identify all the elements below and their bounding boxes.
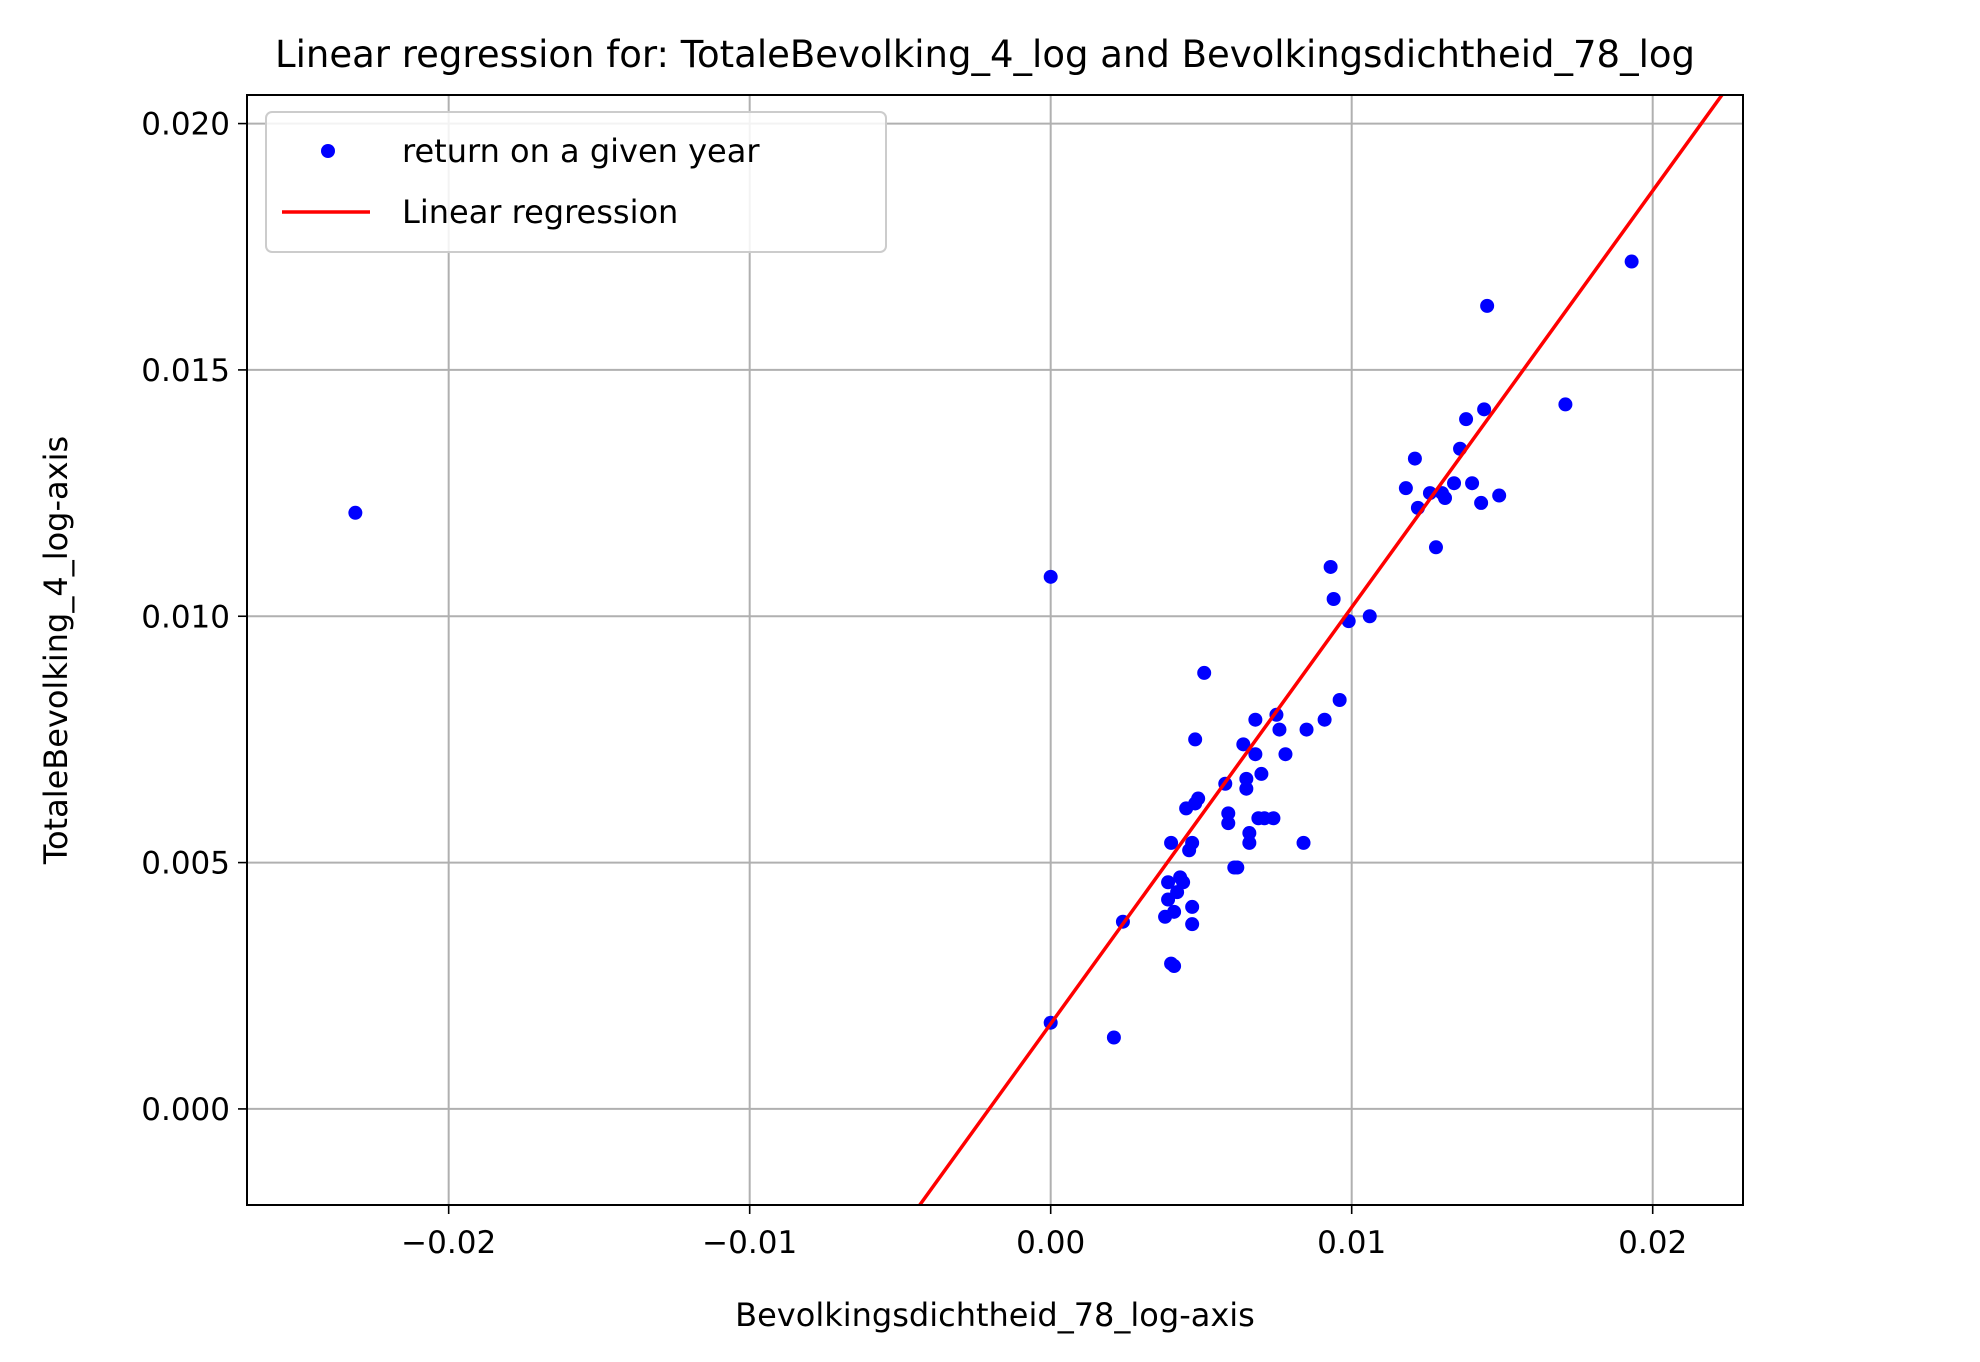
scatter-point	[1317, 712, 1332, 727]
scatter-point	[1480, 298, 1495, 313]
scatter-point	[1332, 693, 1347, 708]
x-axis: −0.02 −0.01 0.00 0.01 0.02	[401, 1205, 1687, 1261]
scatter-point	[1221, 816, 1236, 831]
scatter-point	[1167, 904, 1182, 919]
scatter-point	[1230, 860, 1245, 875]
x-tick-label: 0.00	[1016, 1225, 1085, 1261]
scatter-point	[1278, 747, 1293, 762]
scatter-point	[1398, 481, 1413, 496]
scatter-point	[1272, 722, 1287, 737]
y-tick-label: 0.015	[141, 353, 230, 389]
chart-title: Linear regression for: TotaleBevolking_4…	[275, 33, 1695, 76]
legend: return on a given year Linear regression	[265, 111, 887, 253]
y-tick-label: 0.010	[141, 599, 230, 635]
scatter-point	[1106, 1030, 1121, 1045]
scatter-point	[1185, 917, 1200, 932]
y-axis-label: TotaleBevolking_4_log-axis	[37, 436, 75, 865]
scatter-point	[348, 505, 363, 520]
plot-area	[348, 95, 1724, 1205]
scatter-point	[1239, 771, 1254, 786]
scatter-point	[1428, 540, 1443, 555]
scatter-point	[1043, 569, 1058, 584]
scatter-point	[1236, 737, 1251, 752]
x-tick-label: −0.01	[702, 1225, 797, 1261]
scatter-point	[1242, 835, 1257, 850]
scatter-point	[1465, 476, 1480, 491]
scatter-point	[1176, 875, 1191, 890]
scatter-point	[1558, 397, 1573, 412]
scatter-point	[1266, 811, 1281, 826]
scatter-point	[1296, 835, 1311, 850]
scatter-point	[1407, 451, 1422, 466]
scatter-point	[1248, 747, 1263, 762]
scatter-point	[1492, 488, 1507, 503]
scatter-point	[1164, 835, 1179, 850]
scatter-point	[1362, 609, 1377, 624]
scatter-point	[1248, 712, 1263, 727]
legend-scatter-marker	[321, 144, 335, 158]
scatter-point	[1239, 781, 1254, 796]
y-axis: 0.000 0.005 0.010 0.015 0.020	[141, 107, 247, 1128]
scatter-point	[1326, 592, 1341, 607]
scatter-point	[1299, 722, 1314, 737]
x-tick-label: 0.01	[1317, 1225, 1386, 1261]
scatter-point	[1221, 806, 1236, 821]
scatter-point	[1474, 495, 1489, 510]
regression-line	[918, 95, 1724, 1205]
scatter-point	[1438, 491, 1453, 506]
scatter-point	[1477, 402, 1492, 417]
plot-frame	[246, 94, 1744, 1206]
scatter-point	[1188, 732, 1203, 747]
legend-label-line: Linear regression	[402, 193, 678, 231]
scatter-point	[1197, 665, 1212, 680]
x-axis-label: Bevolkingsdichtheid_78_log-axis	[735, 1296, 1255, 1334]
scatter-point	[1185, 835, 1200, 850]
scatter-point	[1447, 476, 1462, 491]
legend-box	[265, 111, 887, 253]
y-tick-label: 0.020	[141, 107, 230, 143]
grid-lines	[247, 95, 1743, 1205]
scatter-point	[1242, 826, 1257, 841]
x-tick-label: 0.02	[1618, 1225, 1687, 1261]
scatter-point	[1323, 559, 1338, 574]
legend-label-scatter: return on a given year	[402, 132, 760, 170]
y-tick-label: 0.000	[141, 1092, 230, 1128]
x-tick-label: −0.02	[401, 1225, 496, 1261]
scatter-point	[1191, 791, 1206, 806]
scatter-point	[1459, 412, 1474, 427]
scatter-point	[1624, 254, 1639, 269]
scatter-point	[1161, 875, 1176, 890]
scatter-point	[1167, 959, 1182, 974]
y-tick-label: 0.005	[141, 846, 230, 882]
scatter-point	[1185, 899, 1200, 914]
scatter-point	[1254, 766, 1269, 781]
